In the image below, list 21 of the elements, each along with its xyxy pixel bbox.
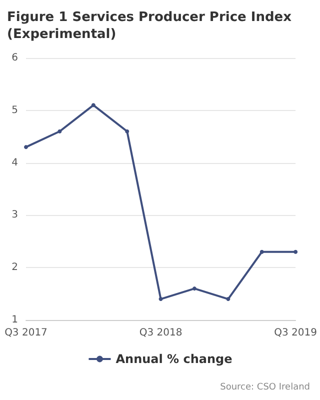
y-tick-label: 2	[12, 262, 18, 274]
point	[226, 297, 230, 302]
y-tick-label: 1	[12, 314, 18, 326]
point	[125, 129, 130, 134]
point	[192, 286, 196, 291]
point	[58, 129, 62, 134]
x-tick-label: Q3 2018	[139, 328, 182, 338]
y-tick-label: 5	[12, 104, 18, 116]
source-note: Source: CSO Ireland	[220, 382, 310, 392]
chart-title: Figure 1 Services Producer Price Index (Experimental)	[7, 10, 292, 42]
y-tick-label: 3	[12, 210, 18, 221]
point	[260, 250, 264, 254]
y-tick-label: 4	[12, 157, 18, 168]
point	[294, 250, 298, 254]
point	[158, 297, 163, 302]
point	[24, 145, 28, 150]
legend-label: Annual % change	[116, 352, 232, 366]
point	[91, 103, 96, 108]
x-tick-label: Q3 2017	[4, 328, 48, 338]
y-tick-label: 6	[12, 52, 18, 64]
x-tick-label: Q3 2019	[274, 328, 318, 338]
